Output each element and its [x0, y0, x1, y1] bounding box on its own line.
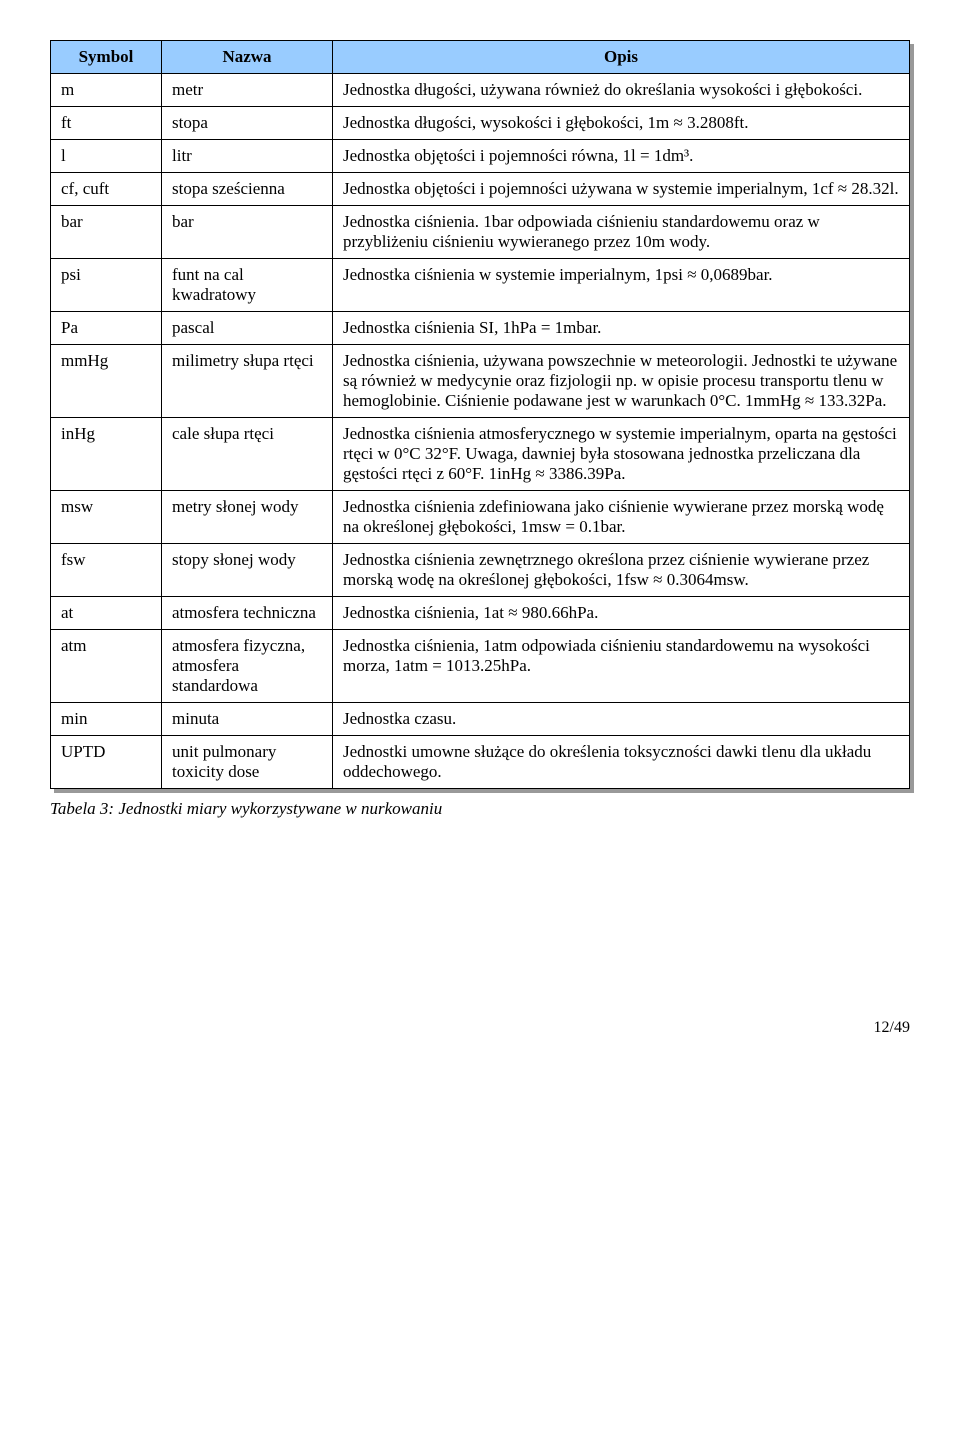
cell-desc: Jednostki umowne służące do określenia t…: [333, 736, 910, 789]
table-row: psifunt na cal kwadratowyJednostka ciśni…: [51, 259, 910, 312]
cell-name: atmosfera fizyczna, atmosfera standardow…: [162, 630, 333, 703]
cell-desc: Jednostka długości, wysokości i głębokoś…: [333, 107, 910, 140]
cell-name: atmosfera techniczna: [162, 597, 333, 630]
cell-symbol: fsw: [51, 544, 162, 597]
table-row: mmHgmilimetry słupa rtęciJednostka ciśni…: [51, 345, 910, 418]
table-row: inHgcale słupa rtęciJednostka ciśnienia …: [51, 418, 910, 491]
header-name: Nazwa: [162, 41, 333, 74]
cell-desc: Jednostka objętości i pojemności równa, …: [333, 140, 910, 173]
units-table: Symbol Nazwa Opis mmetrJednostka długośc…: [50, 40, 910, 789]
table-row: llitrJednostka objętości i pojemności ró…: [51, 140, 910, 173]
cell-symbol: bar: [51, 206, 162, 259]
cell-desc: Jednostka ciśnienia w systemie imperialn…: [333, 259, 910, 312]
cell-name: stopa: [162, 107, 333, 140]
cell-symbol: l: [51, 140, 162, 173]
cell-name: stopa sześcienna: [162, 173, 333, 206]
cell-symbol: at: [51, 597, 162, 630]
page-number: 12/49: [50, 1019, 910, 1037]
table-row: fswstopy słonej wodyJednostka ciśnienia …: [51, 544, 910, 597]
table-header-row: Symbol Nazwa Opis: [51, 41, 910, 74]
cell-desc: Jednostka objętości i pojemności używana…: [333, 173, 910, 206]
table-row: atatmosfera technicznaJednostka ciśnieni…: [51, 597, 910, 630]
cell-desc: Jednostka ciśnienia SI, 1hPa = 1mbar.: [333, 312, 910, 345]
cell-symbol: psi: [51, 259, 162, 312]
cell-symbol: mmHg: [51, 345, 162, 418]
cell-name: milimetry słupa rtęci: [162, 345, 333, 418]
cell-desc: Jednostka ciśnienia, 1at ≈ 980.66hPa.: [333, 597, 910, 630]
table-caption: Tabela 3: Jednostki miary wykorzystywane…: [50, 799, 910, 819]
cell-name: funt na cal kwadratowy: [162, 259, 333, 312]
table-row: UPTDunit pulmonary toxicity doseJednostk…: [51, 736, 910, 789]
cell-symbol: min: [51, 703, 162, 736]
cell-desc: Jednostka ciśnienia zewnętrznego określo…: [333, 544, 910, 597]
table-row: ftstopaJednostka długości, wysokości i g…: [51, 107, 910, 140]
cell-desc: Jednostka długości, używana również do o…: [333, 74, 910, 107]
units-table-wrap: Symbol Nazwa Opis mmetrJednostka długośc…: [50, 40, 910, 789]
cell-name: metry słonej wody: [162, 491, 333, 544]
cell-desc: Jednostka czasu.: [333, 703, 910, 736]
table-row: PapascalJednostka ciśnienia SI, 1hPa = 1…: [51, 312, 910, 345]
cell-symbol: msw: [51, 491, 162, 544]
cell-name: unit pulmonary toxicity dose: [162, 736, 333, 789]
header-symbol: Symbol: [51, 41, 162, 74]
cell-desc: Jednostka ciśnienia, 1atm odpowiada ciśn…: [333, 630, 910, 703]
cell-symbol: UPTD: [51, 736, 162, 789]
table-row: minminutaJednostka czasu.: [51, 703, 910, 736]
table-row: mswmetry słonej wodyJednostka ciśnienia …: [51, 491, 910, 544]
cell-name: minuta: [162, 703, 333, 736]
table-row: cf, cuftstopa sześciennaJednostka objęto…: [51, 173, 910, 206]
cell-symbol: m: [51, 74, 162, 107]
cell-desc: Jednostka ciśnienia zdefiniowana jako ci…: [333, 491, 910, 544]
cell-symbol: atm: [51, 630, 162, 703]
cell-name: metr: [162, 74, 333, 107]
cell-symbol: cf, cuft: [51, 173, 162, 206]
cell-name: bar: [162, 206, 333, 259]
cell-name: stopy słonej wody: [162, 544, 333, 597]
table-row: barbarJednostka ciśnienia. 1bar odpowiad…: [51, 206, 910, 259]
cell-desc: Jednostka ciśnienia. 1bar odpowiada ciśn…: [333, 206, 910, 259]
cell-desc: Jednostka ciśnienia, używana powszechnie…: [333, 345, 910, 418]
header-desc: Opis: [333, 41, 910, 74]
cell-symbol: inHg: [51, 418, 162, 491]
cell-name: cale słupa rtęci: [162, 418, 333, 491]
cell-symbol: Pa: [51, 312, 162, 345]
table-row: atmatmosfera fizyczna, atmosfera standar…: [51, 630, 910, 703]
cell-symbol: ft: [51, 107, 162, 140]
cell-desc: Jednostka ciśnienia atmosferycznego w sy…: [333, 418, 910, 491]
table-row: mmetrJednostka długości, używana również…: [51, 74, 910, 107]
cell-name: pascal: [162, 312, 333, 345]
cell-name: litr: [162, 140, 333, 173]
